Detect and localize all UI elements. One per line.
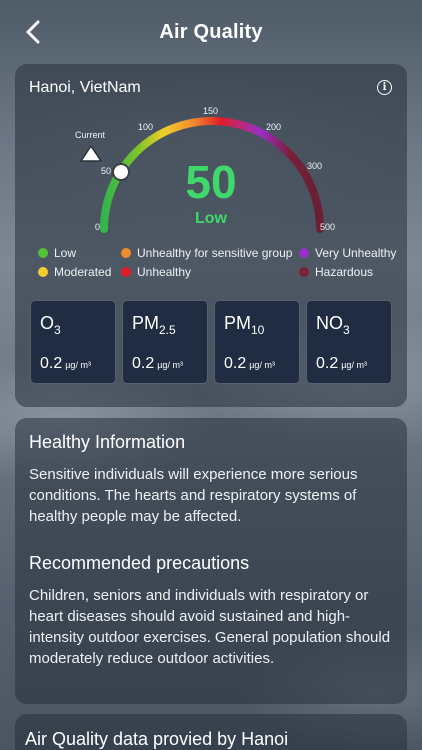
tick-label-50: 50: [101, 166, 111, 176]
legend-item-moderated: Moderated: [38, 265, 111, 279]
legend-dot: [299, 248, 309, 258]
aqi-value: 50: [185, 156, 237, 208]
legend-dot: [299, 267, 309, 277]
legend-item-unhealthy: Unhealthy: [121, 265, 191, 279]
pollutant-value: 0.2 µg/ m³: [40, 355, 91, 372]
tick-label-200: 200: [266, 122, 281, 132]
pollutant-name: PM10: [224, 313, 265, 337]
pollutant-no3[interactable]: NO3 0.2 µg/ m³: [306, 300, 392, 384]
gauge-current-marker: [112, 163, 130, 181]
health-card: Healthy Information Sensitive individual…: [15, 418, 407, 704]
back-button[interactable]: [18, 16, 48, 48]
legend-dot: [38, 248, 48, 258]
legend-dot: [121, 267, 131, 277]
legend-label: Hazardous: [315, 265, 374, 279]
tick-label-150: 150: [203, 106, 218, 116]
pollutant-name: NO3: [316, 313, 350, 337]
pollutant-value: 0.2 µg/ m³: [224, 355, 275, 372]
aqi-gauge: Current 0 50 100 150 200 300 500: [75, 106, 335, 233]
current-label: Current: [75, 130, 106, 140]
legend-label: Moderated: [54, 265, 112, 279]
pollutant-o3[interactable]: O3 0.2 µg/ m³: [30, 300, 116, 384]
data-source-card: Air Quality data provied by Hanoi: [15, 714, 407, 750]
pollutant-name: O3: [40, 313, 61, 337]
location-label: Hanoi, VietNam: [29, 79, 141, 96]
legend-item-unhealthy-sensitive: Unhealthy for sensitive group: [121, 246, 292, 260]
legend-label: Low: [54, 246, 77, 260]
info-icon[interactable]: i: [377, 80, 392, 95]
pollutant-pm10[interactable]: PM10 0.2 µg/ m³: [214, 300, 300, 384]
pollutant-value: 0.2 µg/ m³: [132, 355, 183, 372]
chevron-left-icon: [26, 20, 40, 44]
legend-item-very-unhealthy: Very Unhealthy: [299, 246, 396, 260]
legend-label: Unhealthy: [137, 265, 192, 279]
health-info-title: Healthy Information: [29, 432, 186, 452]
legend-dot: [121, 248, 131, 258]
pollutant-name: PM2.5: [132, 313, 176, 337]
pollutant-value: 0.2 µg/ m³: [316, 355, 367, 372]
page-title: Air Quality: [159, 20, 263, 43]
gauge-arc: [100, 117, 324, 233]
precautions-text: Children, seniors and individuals with r…: [29, 587, 391, 667]
legend-item-low: Low: [38, 246, 76, 260]
pollutant-pm25[interactable]: PM2.5 0.2 µg/ m³: [122, 300, 208, 384]
aqi-level: Low: [195, 210, 227, 227]
aqi-card: Hanoi, VietNam i Current 0 50 100 150 20…: [15, 64, 407, 407]
tick-label-500: 500: [320, 222, 335, 232]
legend-item-hazardous: Hazardous: [299, 265, 373, 279]
health-info-text: Sensitive individuals will experience mo…: [29, 466, 358, 525]
precautions-title: Recommended precautions: [29, 553, 250, 573]
tick-label-300: 300: [307, 161, 322, 171]
legend-label: Very Unhealthy: [315, 246, 397, 260]
app-header: Air Quality: [0, 0, 422, 64]
data-source-title: Air Quality data provied by Hanoi: [25, 729, 289, 749]
legend-label: Unhealthy for sensitive group: [137, 246, 293, 260]
tick-label-0: 0: [95, 222, 100, 232]
current-pointer: [80, 145, 102, 162]
legend-dot: [38, 267, 48, 277]
tick-label-100: 100: [138, 122, 153, 132]
